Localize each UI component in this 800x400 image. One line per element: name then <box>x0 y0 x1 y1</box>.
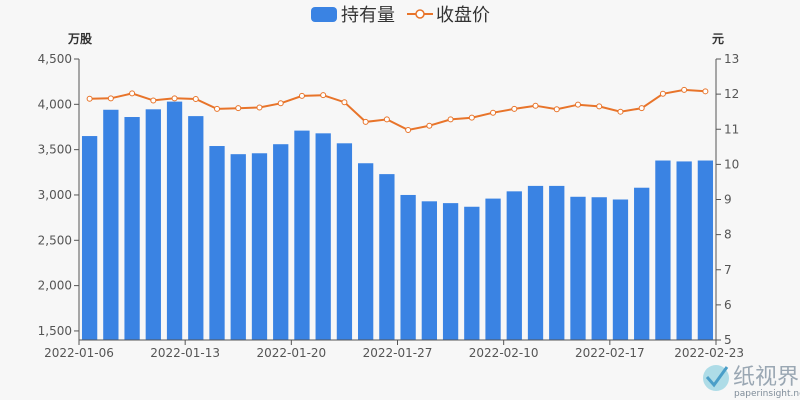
price-point <box>341 99 348 106</box>
left-axis-tick-label: 4,500 <box>38 52 72 66</box>
price-point <box>256 104 263 111</box>
left-axis-unit: 万股 <box>67 31 93 46</box>
price-point <box>638 105 645 112</box>
price-point <box>511 105 518 112</box>
bar <box>400 194 416 340</box>
price-point <box>426 122 433 129</box>
legend-line-marker <box>415 9 425 19</box>
price-point <box>362 118 369 125</box>
price-point <box>277 100 284 107</box>
x-axis-tick-label: 2022-01-27 <box>363 346 433 360</box>
right-axis-tick-label: 10 <box>724 157 739 171</box>
bar <box>315 133 331 340</box>
right-axis-unit: 元 <box>712 32 724 46</box>
right-axis-tick-label: 6 <box>724 298 732 312</box>
bar <box>527 185 544 340</box>
bar <box>209 146 225 340</box>
axes: 1,500 2,000 2,500 3,000 3,500 4,000 4,500 5 6 7 8 9… <box>38 52 744 360</box>
price-point <box>192 96 199 103</box>
bar <box>485 198 501 340</box>
price-point <box>107 95 114 102</box>
left-axis-tick-label: 2,500 <box>38 233 72 247</box>
bar <box>379 174 395 340</box>
price-point <box>702 88 709 95</box>
bar-series <box>81 101 714 341</box>
left-axis-tick-label: 1,500 <box>38 324 72 338</box>
bar <box>145 109 161 340</box>
price-point <box>320 92 327 99</box>
watermark-logo: 纸视界 paperinsight.net <box>703 365 800 399</box>
legend-bar-swatch <box>311 7 337 22</box>
bar <box>549 185 565 340</box>
watermark-text: 纸视界 <box>733 365 799 390</box>
x-axis-tick-label: 2022-02-23 <box>674 346 744 360</box>
bar <box>655 160 671 340</box>
price-point <box>553 106 560 113</box>
bar <box>103 109 119 340</box>
right-axis-tick-label: 7 <box>724 263 732 277</box>
x-axis-tick-label: 2022-01-06 <box>44 346 114 360</box>
price-point <box>468 114 475 121</box>
left-axis-tick-label: 3,500 <box>38 143 72 157</box>
line-series <box>86 86 709 133</box>
bar <box>336 143 353 340</box>
bar <box>81 136 98 340</box>
legend[interactable]: 持有量 收盘价 <box>311 5 490 26</box>
left-axis-tick-label: 2,000 <box>38 279 72 293</box>
price-point <box>150 97 157 104</box>
price-point <box>405 126 412 133</box>
price-line <box>89 88 706 132</box>
price-point <box>490 109 497 116</box>
right-axis-tick-label: 12 <box>724 87 739 101</box>
price-point <box>235 105 242 112</box>
price-point <box>681 86 688 93</box>
bar <box>612 199 629 340</box>
price-point <box>574 101 581 108</box>
bar <box>188 116 204 341</box>
right-axis-tick-label: 11 <box>724 122 739 136</box>
x-axis-tick-label: 2022-01-20 <box>256 346 326 360</box>
bar <box>676 161 692 340</box>
price-point <box>214 105 221 112</box>
price-point <box>596 103 603 110</box>
bar <box>591 197 607 340</box>
price-point <box>659 90 666 97</box>
bar <box>166 101 183 340</box>
price-point <box>129 90 136 97</box>
bar <box>464 206 480 340</box>
bar <box>230 154 246 340</box>
bar <box>273 144 289 340</box>
price-point <box>447 116 454 123</box>
price-point <box>617 108 624 115</box>
x-axis-tick-label: 2022-01-13 <box>150 346 220 360</box>
bar <box>570 196 586 340</box>
price-point <box>86 95 93 102</box>
price-point <box>298 92 305 99</box>
bar <box>294 130 310 340</box>
price-point <box>171 95 178 102</box>
right-axis-tick-label: 13 <box>724 52 739 66</box>
x-axis-tick-label: 2022-02-17 <box>575 346 645 360</box>
bar <box>124 117 140 340</box>
left-axis-tick-label: 4,000 <box>38 97 72 111</box>
bar <box>697 160 714 340</box>
bar <box>506 191 522 340</box>
right-axis-tick-label: 5 <box>724 333 732 347</box>
bar <box>251 153 268 340</box>
price-point <box>532 102 539 109</box>
watermark-url: paperinsight.net <box>734 389 800 399</box>
legend-line-label: 收盘价 <box>436 5 490 26</box>
bar <box>358 163 374 340</box>
right-axis-tick-label: 8 <box>724 228 732 242</box>
watermark-check-mark <box>705 366 729 388</box>
left-axis-tick-label: 3,000 <box>38 188 72 202</box>
x-axis-tick-label: 2022-02-10 <box>469 346 539 360</box>
bar <box>421 201 437 340</box>
bar <box>634 187 650 340</box>
price-point <box>383 116 390 123</box>
bar <box>442 203 459 340</box>
right-axis-tick-label: 9 <box>724 193 732 207</box>
legend-bar-label: 持有量 <box>341 5 395 26</box>
